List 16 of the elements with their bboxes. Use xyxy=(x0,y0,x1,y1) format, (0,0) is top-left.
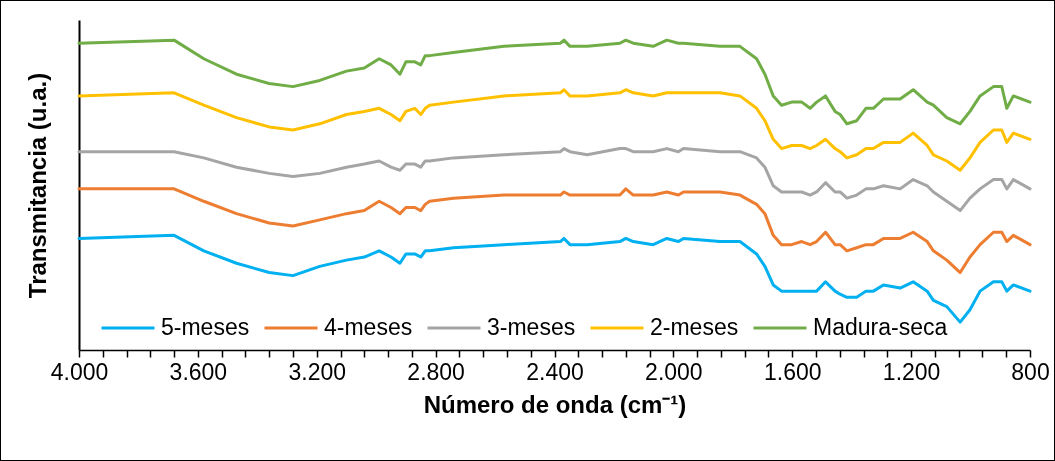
y-axis-title: Transmitancia (u.a.) xyxy=(23,72,51,299)
x-tick-label: 2.400 xyxy=(526,358,584,385)
legend-label: 4-meses xyxy=(324,314,413,340)
legend-label: 5-meses xyxy=(161,314,250,340)
legend-label: Madura-seca xyxy=(813,314,948,340)
legend-label: 2-meses xyxy=(650,314,739,340)
x-tick-label: 800 xyxy=(1011,358,1050,385)
x-tick-label: 3.200 xyxy=(288,358,347,385)
x-tick-label: 1.200 xyxy=(882,358,941,385)
x-tick-label: 2.000 xyxy=(645,358,703,385)
x-tick-label: 1.600 xyxy=(763,358,822,385)
x-tick-label: 4.000 xyxy=(50,358,109,385)
x-axis-title: Número de onda (cm⁻¹) xyxy=(423,390,687,418)
legend-label: 3-meses xyxy=(487,314,576,340)
x-tick-label: 3.600 xyxy=(169,358,228,385)
x-tick-label: 2.800 xyxy=(407,358,465,385)
